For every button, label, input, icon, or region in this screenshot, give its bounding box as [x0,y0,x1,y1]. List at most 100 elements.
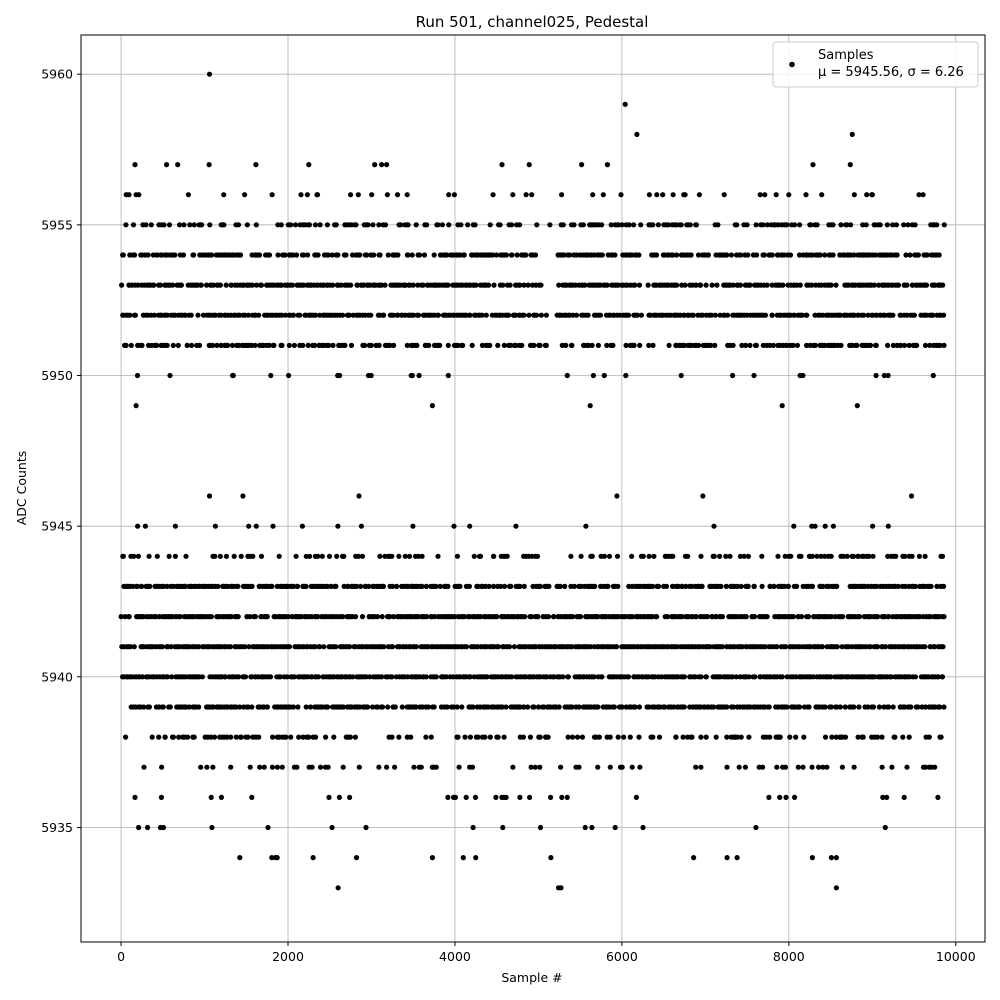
data-point [752,614,758,620]
data-point [790,614,797,620]
data-point [711,523,717,529]
data-point [413,644,419,650]
data-point [761,252,767,258]
data-point [941,583,947,590]
data-point [818,553,824,559]
data-point [312,222,318,228]
data-point [693,282,699,288]
data-point [365,222,371,228]
legend-box [772,41,979,88]
data-point [784,222,790,228]
data-point [145,824,151,831]
data-point [206,71,213,77]
data-point [482,734,488,740]
data-point [195,312,201,318]
data-point [700,493,706,499]
data-point [256,312,262,318]
data-point [895,583,902,590]
data-point [228,282,234,288]
data-point [879,734,885,740]
data-point [666,342,672,348]
data-point [734,734,741,740]
data-point [331,734,337,740]
data-point [866,553,872,559]
data-point [170,734,176,740]
data-point [435,312,441,318]
data-point [128,342,134,348]
data-point [619,222,625,228]
data-point [614,553,621,559]
data-point [465,222,471,228]
data-point [146,553,152,559]
data-point [570,614,576,620]
data-point [930,312,936,318]
data-point [120,252,126,258]
data-point [278,222,284,228]
data-point [286,644,293,650]
data-point [293,252,300,258]
data-point [188,312,194,318]
data-point [459,704,465,710]
data-point [312,644,318,650]
data-point [166,553,172,559]
data-point [875,734,881,740]
data-point [886,704,892,710]
data-point [312,342,318,348]
data-point [840,553,847,559]
data-point [229,342,236,348]
data-point [379,704,386,710]
data-point [119,282,125,288]
data-point [892,734,898,740]
data-point [169,674,175,680]
data-point [766,704,772,710]
data-point [514,252,520,258]
data-point [788,553,794,559]
data-point [912,583,919,590]
data-point [269,764,275,770]
data-point [348,192,354,198]
data-point [679,583,685,590]
data-point [410,282,416,288]
x-tick-label: 2000 [272,949,304,964]
data-point [333,644,339,650]
data-point [546,583,552,590]
data-point [404,342,410,348]
data-point [122,614,128,620]
data-point [665,222,671,228]
data-point [279,342,285,348]
data-point [310,855,316,861]
data-point [595,614,601,620]
data-point [538,312,545,318]
data-point [154,252,160,258]
data-point [589,553,595,559]
data-point [787,734,793,740]
data-point [209,824,215,831]
data-point [389,674,395,680]
data-point [141,764,147,770]
data-point [172,553,178,559]
x-tick-label: 8000 [773,949,805,964]
data-point [923,282,930,288]
data-point [775,553,781,559]
data-point [246,644,252,650]
data-point [646,192,653,198]
data-point [236,674,242,680]
data-point [221,192,227,198]
data-point [941,704,947,710]
data-point [707,644,713,650]
data-point [636,282,643,288]
data-point [167,372,173,379]
data-point [937,704,943,710]
data-point [385,704,391,710]
data-point [329,824,335,831]
data-point [164,583,170,590]
data-point [527,734,534,740]
data-point [391,614,397,620]
data-point [941,222,947,228]
data-point [698,764,704,770]
data-point [191,734,197,740]
data-point [810,162,816,168]
data-point [576,704,582,710]
data-point [904,282,910,288]
data-point [610,342,616,348]
